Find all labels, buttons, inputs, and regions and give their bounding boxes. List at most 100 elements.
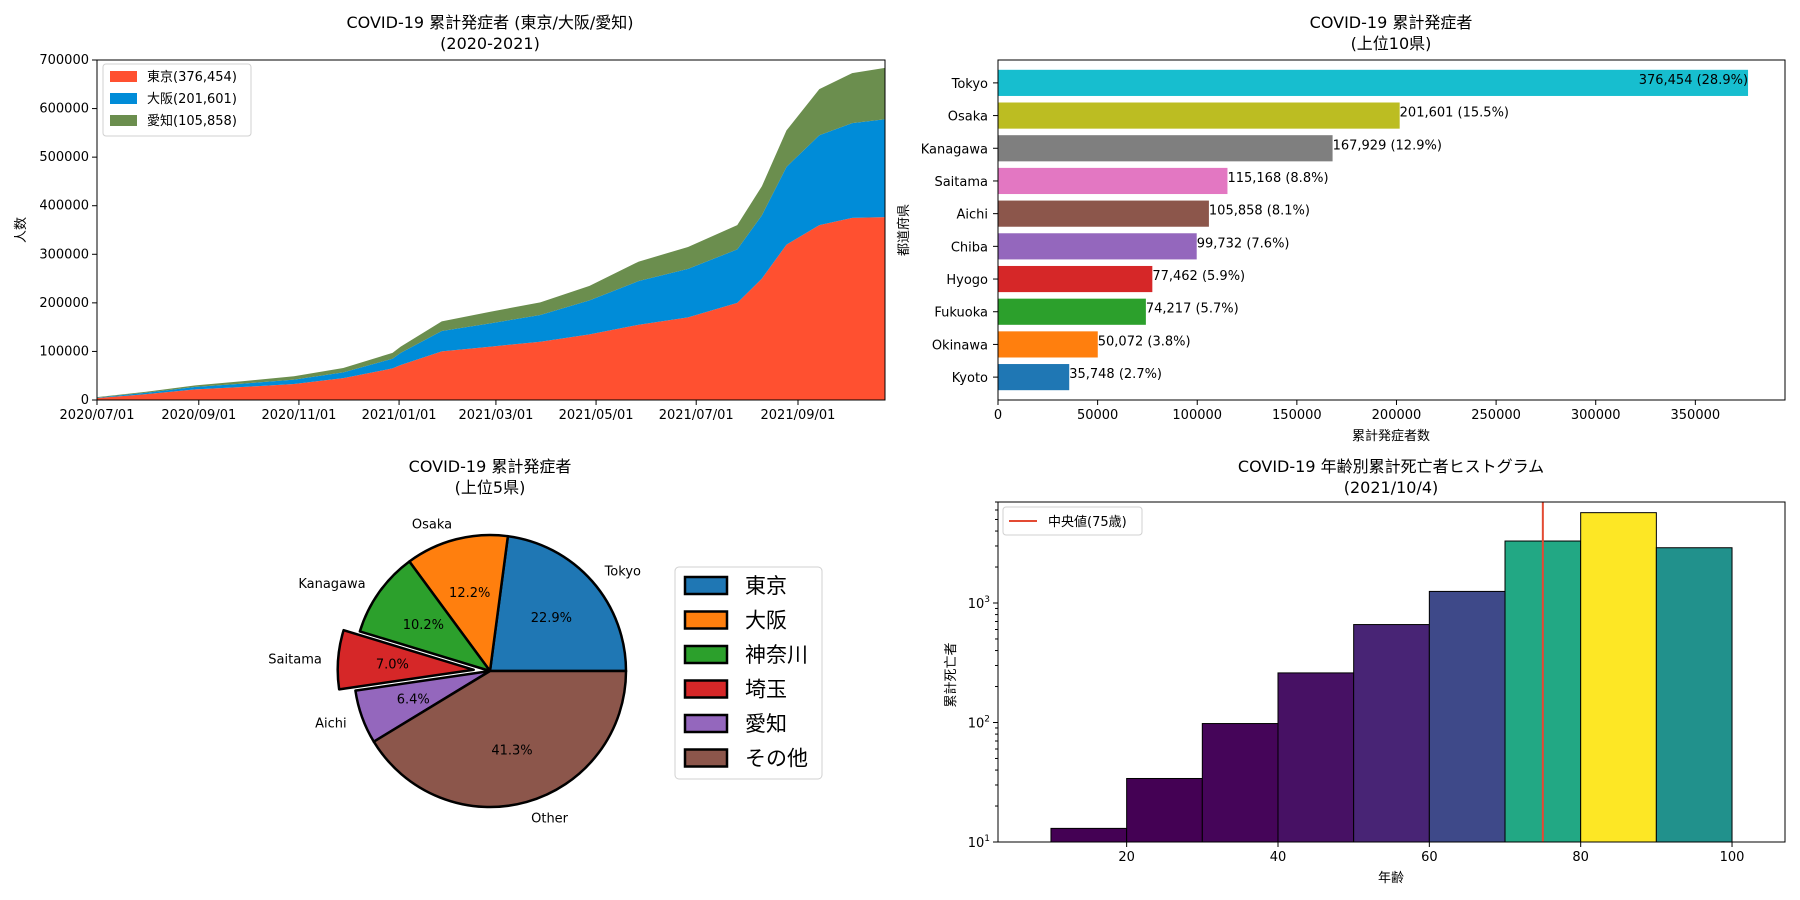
- barh-ytick-label: Osaka: [948, 110, 988, 125]
- barh-bar-fukuoka: [998, 298, 1146, 325]
- hist-ytick-label: 102: [968, 714, 990, 731]
- area-chart-title: COVID-19 累計発症者 (東京/大阪/愛知): [346, 13, 633, 32]
- area-ytick-label: 600000: [39, 102, 89, 117]
- area-ytick-label: 200000: [39, 296, 89, 311]
- hist-bar-90-100: [1655, 547, 1733, 843]
- barh-value-label: 74,217 (5.7%): [1146, 302, 1239, 317]
- pie-legend-label: 愛知: [745, 712, 787, 736]
- barh-ytick-label: Kanagawa: [921, 142, 988, 157]
- pie-category-label: Osaka: [412, 517, 452, 532]
- hist-bar-group: [1050, 502, 1733, 843]
- pie-legend-swatch: [683, 575, 729, 596]
- pie-pct-label: 12.2%: [449, 586, 490, 601]
- barh-value-label: 376,454 (28.9%): [1639, 73, 1748, 88]
- pie-slice-other: [372, 669, 628, 809]
- pie-slice-osaka: [408, 533, 510, 673]
- barh-value-label: 105,858 (8.1%): [1209, 204, 1310, 219]
- area-series-group: [97, 67, 885, 400]
- area-xtick-label: 2021/09/01: [761, 408, 836, 423]
- area-legend-swatch: [110, 71, 137, 82]
- barh-ylabel: 都道府県: [897, 204, 912, 256]
- area-xtick-label: 2020/07/01: [60, 408, 135, 423]
- barh-ytick-label: Aichi: [956, 208, 988, 223]
- pie-legend-label: 埼玉: [745, 678, 787, 702]
- pie-slice-group: 22.9% Tokyo 12.2% Osaka 10.2% Kanagawa 7.0% Sai…: [268, 517, 641, 826]
- pie-legend-swatch: [683, 713, 729, 734]
- pie-category-label: Other: [531, 812, 569, 827]
- pie-slice-tokyo: [488, 534, 628, 673]
- area-ytick-label: 500000: [39, 150, 89, 165]
- area-chart: COVID-19 累計発症者 (東京/大阪/愛知) (2020-2021) 0 1…: [14, 13, 886, 423]
- barh-value-label: 99,732 (7.6%): [1197, 236, 1290, 251]
- area-xtick-label: 2021/07/01: [659, 408, 734, 423]
- pie-category-label: Tokyo: [604, 565, 641, 580]
- barh-ytick-label: Okinawa: [932, 338, 988, 353]
- area-ylabel: 人数: [14, 217, 29, 243]
- barh-bar-hyogo: [998, 265, 1153, 293]
- barh-ytick-label: Saitama: [934, 175, 988, 190]
- barh-value-label: 50,072 (3.8%): [1098, 334, 1191, 349]
- hist-chart-title: COVID-19 年齢別累計死亡者ヒストグラム: [1238, 457, 1544, 476]
- hist-xtick-label: 40: [1270, 850, 1287, 865]
- area-ytick-label: 700000: [39, 53, 89, 68]
- barh-ytick-label: Kyoto: [952, 371, 988, 386]
- area-series-1: [97, 119, 885, 399]
- hist-bar-60-70: [1428, 590, 1506, 843]
- barh-xtick-label: 150000: [1272, 408, 1322, 423]
- barh-chart-title: COVID-19 累計発症者: [1310, 13, 1473, 32]
- barh-bar-kyoto: [998, 364, 1070, 391]
- hist-bar-20-30: [1126, 777, 1203, 843]
- hist-legend: 中央値(75歳): [1002, 506, 1143, 536]
- barh-axes: 0 50000 100000 150000 200000 250000 300000 3500…: [994, 59, 1786, 423]
- barh-bar-okinawa: [998, 331, 1098, 358]
- barh-value-label: 115,168 (8.8%): [1227, 171, 1328, 186]
- pie-legend-swatch: [683, 679, 729, 699]
- pie-category-label: Aichi: [315, 717, 347, 732]
- area-ytick-label: 400000: [39, 199, 89, 214]
- area-legend-label: 東京(376,454): [147, 69, 237, 85]
- hist-xtick-label: 100: [1720, 850, 1745, 865]
- barh-bar-kanagawa: [998, 135, 1333, 162]
- area-legend: 東京(376,454) 大阪(201,601) 愛知(105,858): [102, 63, 252, 137]
- hist-axes: 20 40 60 80 100 101 102 103: [968, 501, 1786, 865]
- area-xtick-label: 2021/03/01: [458, 408, 533, 423]
- hist-xlabel: 年齢: [1378, 871, 1404, 886]
- barh-bar-aichi: [998, 200, 1209, 227]
- barh-xtick-label: 100000: [1172, 408, 1222, 423]
- area-series-2: [97, 67, 885, 398]
- barh-value-label: 35,748 (2.7%): [1069, 367, 1162, 382]
- pie-pct-label: 22.9%: [531, 611, 572, 626]
- pie-legend-label: その他: [745, 747, 808, 771]
- pie-legend-label: 東京: [745, 574, 787, 598]
- pie-legend-swatch: [683, 748, 729, 768]
- barh-plot-frame: [997, 59, 1786, 401]
- barh-ytick-label: Fukuoka: [934, 306, 988, 321]
- area-ytick-label: 100000: [39, 344, 89, 359]
- area-xtick-label: 2020/09/01: [161, 408, 236, 423]
- barh-chart: COVID-19 累計発症者 (上位10県) 376,454 (28.9%) To…: [897, 13, 1786, 444]
- area-series-0: [97, 217, 885, 400]
- pie-legend-label: 大阪: [745, 609, 787, 633]
- area-xtick-label: 2020/11/01: [261, 408, 336, 423]
- hist-xtick-label: 20: [1118, 850, 1135, 865]
- histogram-chart: COVID-19 年齢別累計死亡者ヒストグラム (2021/10/4) 20 40…: [943, 457, 1786, 886]
- barh-bar-chiba: [998, 233, 1197, 260]
- hist-ytick-label: 103: [968, 595, 990, 612]
- barh-xtick-label: 300000: [1571, 408, 1621, 423]
- barh-xtick-label: 350000: [1671, 408, 1721, 423]
- barh-bar-tokyo: [998, 69, 1749, 96]
- hist-bar-10-20: [1050, 827, 1128, 843]
- area-plot-frame: [96, 59, 886, 401]
- barh-ytick-label: Tokyo: [951, 77, 988, 92]
- area-axes: 0 100000 200000 300000 400000 500000 600000 700…: [39, 53, 886, 423]
- hist-ylabel: 累計死亡者: [943, 642, 959, 707]
- barh-bar-saitama: [998, 167, 1228, 195]
- pie-legend-swatch: [683, 644, 729, 665]
- hist-bar-50-60: [1353, 624, 1430, 843]
- hist-legend-label: 中央値(75歳): [1048, 514, 1127, 530]
- area-ytick-label: 300000: [39, 247, 89, 262]
- area-chart-subtitle: (2020-2021): [440, 34, 540, 53]
- area-legend-swatch: [110, 115, 137, 126]
- barh-xtick-label: 0: [994, 408, 1002, 423]
